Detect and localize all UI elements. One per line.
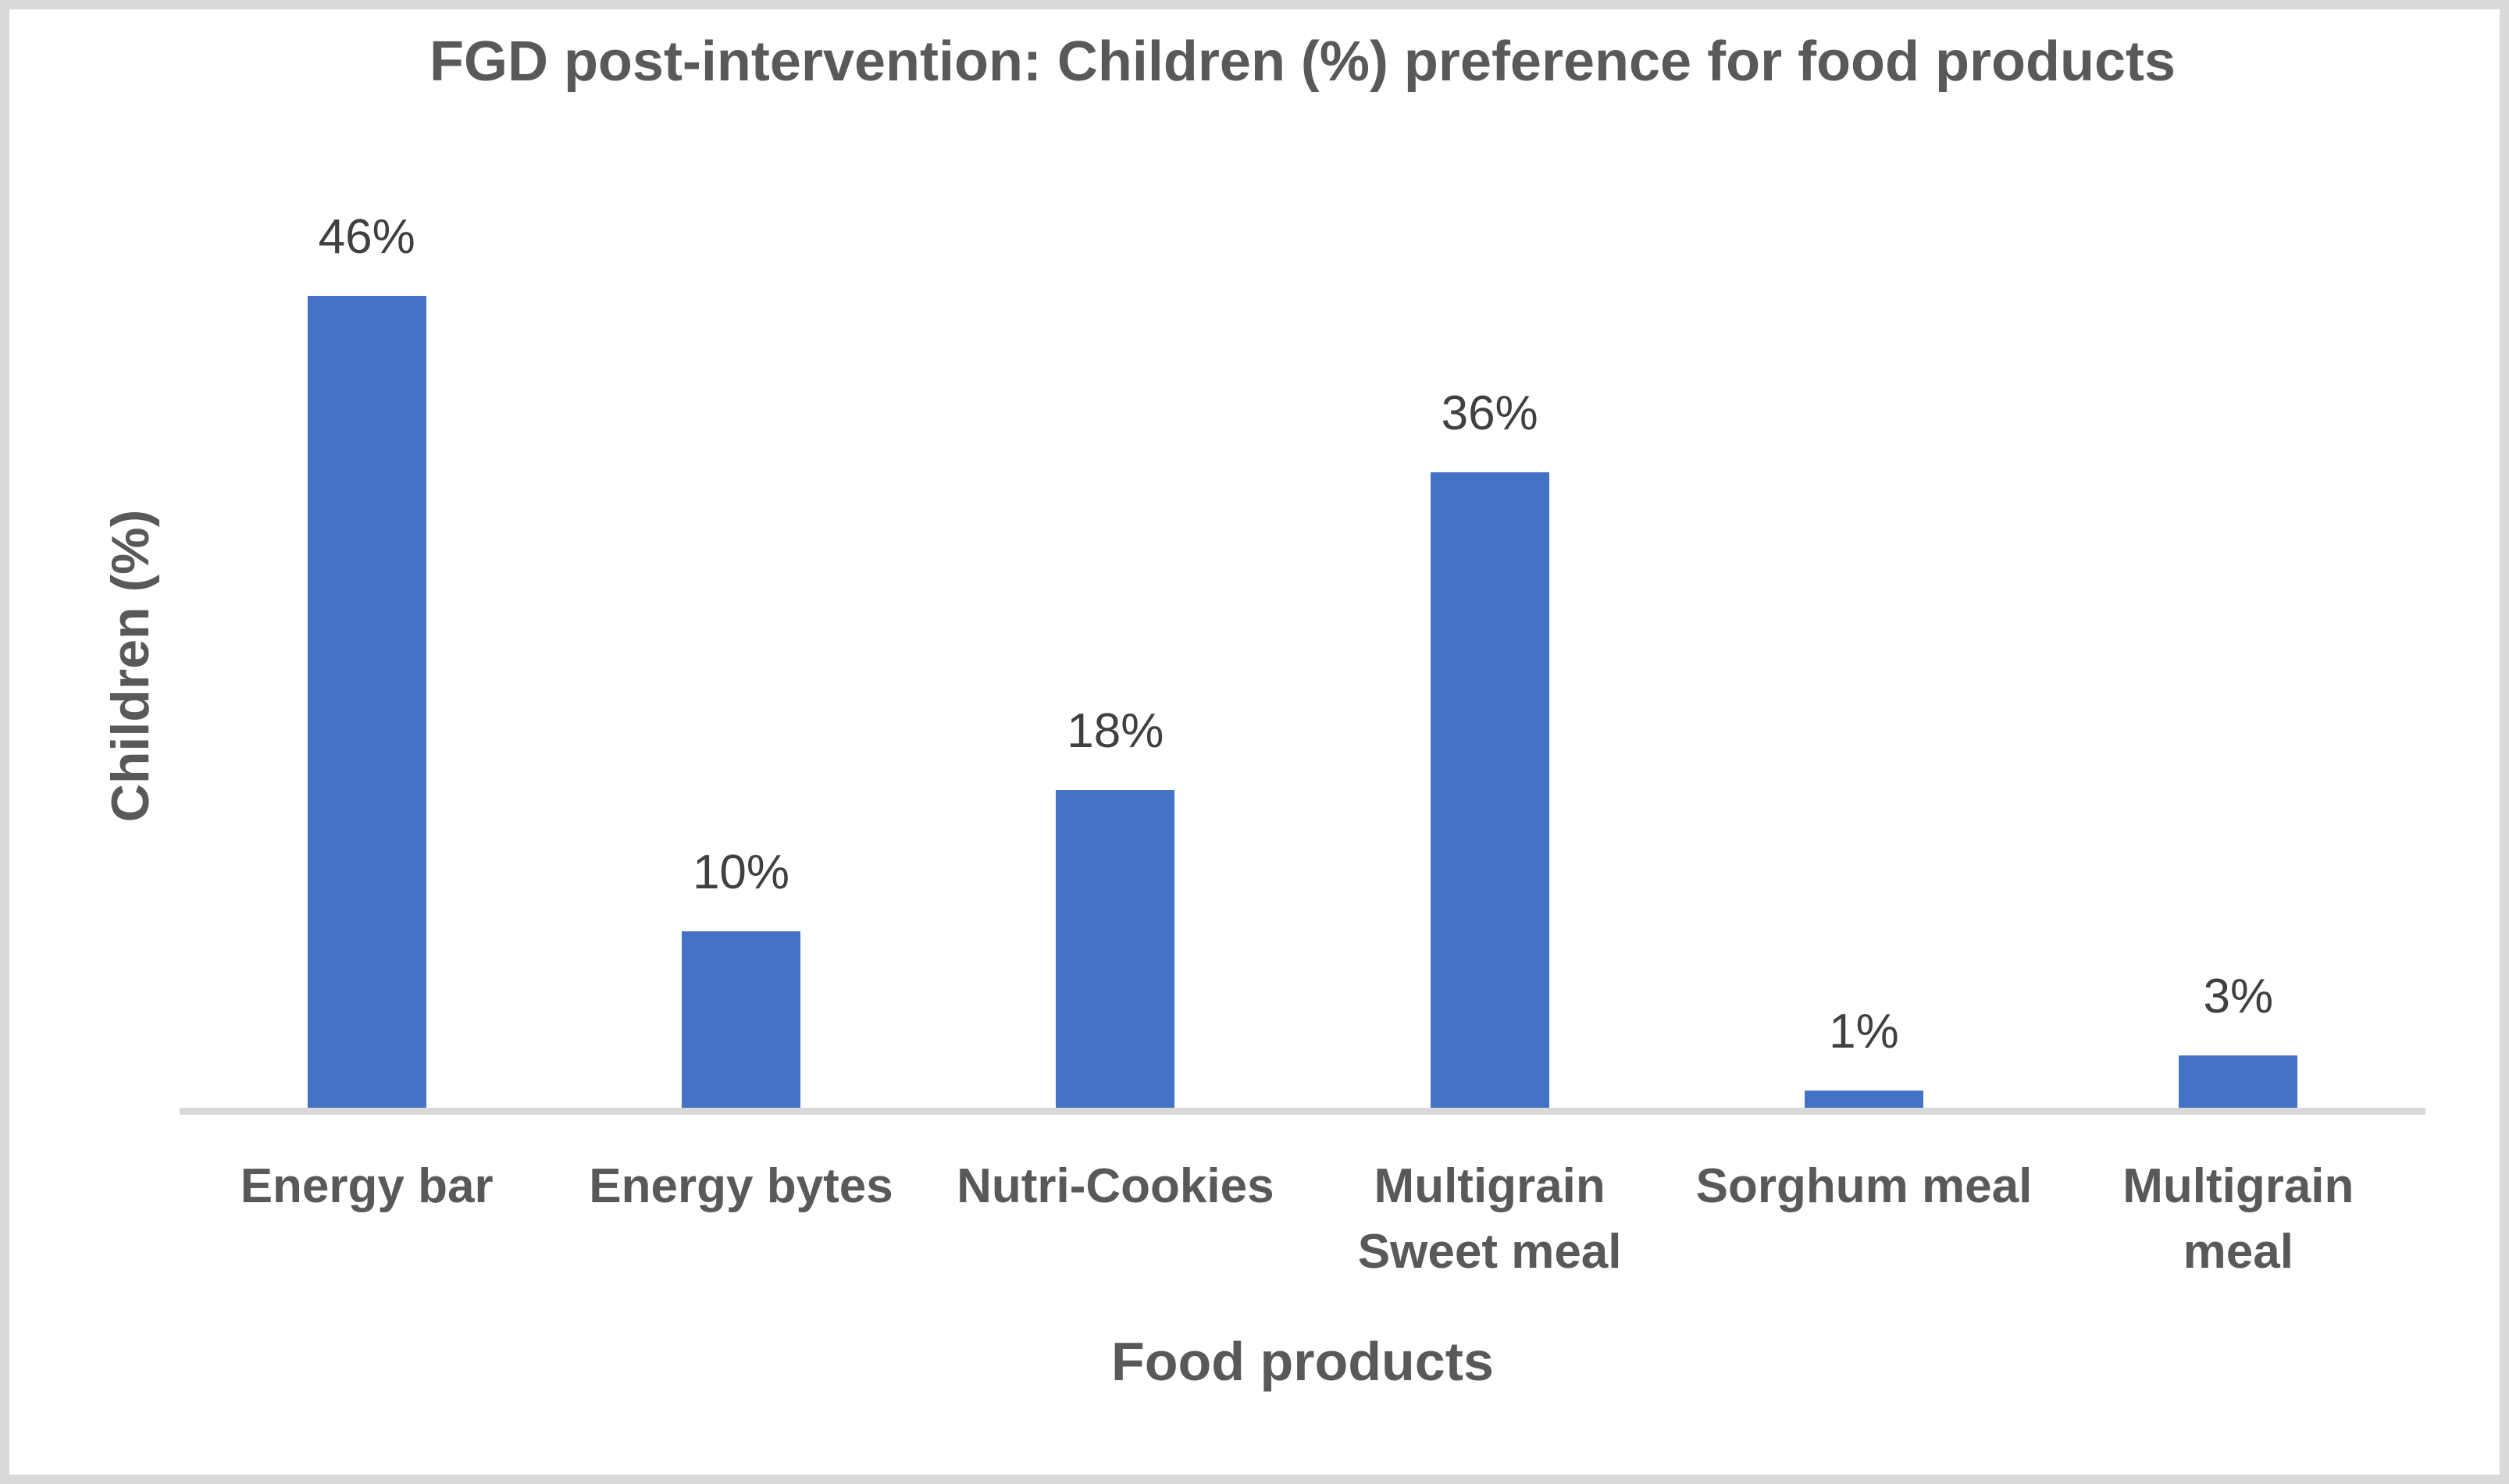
x-axis-category-labels: Energy bar Energy bytes Nutri-Cookies Mu… (180, 1154, 2425, 1284)
y-axis-title: Children (%) (101, 509, 160, 823)
x-axis-title: Food products (1111, 1330, 1494, 1392)
bar-slot: 18% (928, 225, 1303, 1109)
value-label: 1% (1829, 1004, 1899, 1059)
category-label-energy-bar: Energy bar (240, 1159, 494, 1214)
bar-multigrain-meal: 3% (2179, 970, 2298, 1109)
category-label-sorghum-meal: Sorghum meal (1695, 1159, 2033, 1214)
bar-slot: 1% (1677, 225, 2051, 1109)
category-label-multigrain-meal: Multigrain meal (2122, 1159, 2354, 1279)
value-label: 46% (318, 209, 415, 264)
bar-slot: 3% (2051, 225, 2425, 1109)
bar-sorghum-meal: 1% (1805, 1005, 1923, 1109)
plot-area: 46% 10% 18% 36% 1% 3% (180, 210, 2425, 1109)
bar-nutri-cookies: 18% (1056, 704, 1175, 1109)
category-label-multigrain-sweet-meal: Multigrain Sweet meal (1357, 1159, 1622, 1279)
bar-energy-bar: 46% (307, 210, 426, 1109)
value-label: 3% (2203, 969, 2274, 1023)
value-label: 10% (692, 845, 790, 900)
x-axis-line (180, 1108, 2425, 1116)
value-label: 36% (1441, 386, 1538, 441)
value-label: 18% (1067, 704, 1164, 759)
category-label-energy-bytes: Energy bytes (589, 1159, 893, 1214)
bar-slot: 46% (180, 210, 554, 1109)
category-label-nutri-cookies: Nutri-Cookies (957, 1159, 1274, 1214)
bar-energy-bytes: 10% (682, 845, 800, 1109)
bar-slot: 36% (1303, 225, 1677, 1109)
bar-multigrain-sweet-meal: 36% (1430, 386, 1549, 1109)
chart-title: FGD post-intervention: Children (%) pref… (429, 30, 2176, 93)
bar-slot: 10% (554, 225, 928, 1109)
